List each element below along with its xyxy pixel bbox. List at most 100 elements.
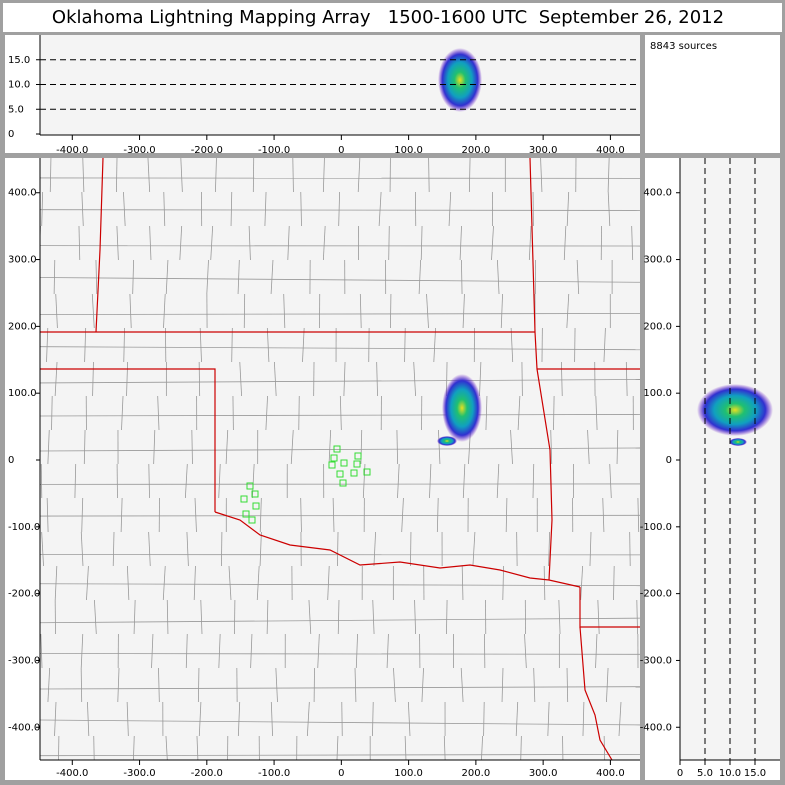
x-tick-label: 0 [677,768,683,779]
county-line [396,429,398,465]
county-line [562,735,564,760]
source-density [437,436,457,446]
station [350,469,358,477]
county-line [497,259,500,295]
source-density [697,384,773,436]
county-line [595,395,598,431]
county-line [287,225,290,261]
county-line [337,531,339,567]
county-line [259,497,262,533]
county-line [616,429,619,465]
county-line [54,701,57,737]
county-line [587,429,590,465]
county-line [418,259,422,295]
station [354,452,362,460]
county-line [481,735,483,760]
county-line [194,497,197,533]
county-line [91,293,95,329]
x-tick-label: 400.0 [596,768,625,779]
county-line [230,191,233,227]
county-line [265,395,268,431]
county-line [433,327,436,363]
county-line [256,565,260,601]
county-line [421,667,424,703]
y-tick-label: 0 [666,455,672,466]
county-line [563,225,567,261]
county-line [264,191,267,227]
county-line [603,327,606,363]
county-line [343,361,346,397]
county-line [446,599,448,635]
county-line [147,158,151,193]
county-line [163,191,166,227]
county-line [631,225,634,261]
county-line [300,497,302,533]
county-line [426,293,429,329]
county-line [566,293,570,329]
county-line [302,327,305,363]
county-line [337,599,340,635]
county-line [372,599,375,635]
county-line [515,701,519,737]
county-line [322,158,325,193]
county-line [414,599,417,635]
county-line [548,531,551,567]
county-line [40,379,640,384]
border [40,368,216,512]
y-tick-label: 100.0 [8,388,37,399]
county-line [54,565,58,601]
county-line [618,701,622,737]
county-line [80,633,84,669]
county-line [40,209,640,211]
county-line [629,531,631,567]
station [336,470,344,478]
county-line [520,735,522,760]
county-line [558,599,561,635]
station [328,461,336,469]
county-line [148,531,151,567]
y-tick-label: -300.0 [8,655,40,666]
county-line [428,158,430,193]
county-line [40,277,640,283]
county-line [510,327,514,363]
county-line [55,293,58,329]
county-line [198,701,202,737]
county-line [327,565,330,601]
info-panel [645,35,780,153]
county-line [290,429,294,465]
station [333,445,341,453]
county-line [505,497,508,533]
county-line [317,633,320,669]
county-line [372,701,374,737]
county-line [162,565,166,601]
county-line [502,565,504,601]
county-line [46,327,49,363]
county-line [420,225,423,261]
station [339,479,347,487]
county-line [404,327,406,363]
y-tick-label: 0 [8,455,14,466]
county-line [185,633,188,669]
county-line [561,361,563,397]
county-lines [40,158,640,760]
county-line [40,686,640,690]
county-line [84,327,87,363]
station [248,516,256,524]
county-line [153,429,156,465]
county-line [47,429,50,465]
x-tick-label: 0 [338,768,344,779]
county-line [273,361,277,397]
county-line [40,583,640,587]
source-density [442,374,482,442]
station [242,510,250,518]
county-line [566,191,570,227]
y-tick-label: 0 [8,129,14,140]
county-line [388,225,390,261]
county-line [438,429,441,465]
county-line [404,735,407,760]
county-line [510,429,513,465]
border [95,158,104,333]
y-tick-label: -200.0 [640,589,672,600]
county-line [92,361,94,397]
county-line [609,463,612,499]
